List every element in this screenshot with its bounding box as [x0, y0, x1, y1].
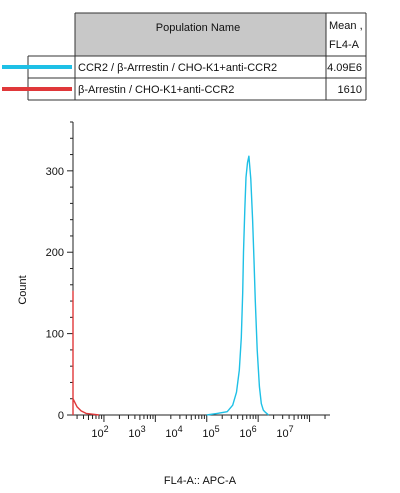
y-tick-label: 300 — [46, 166, 64, 178]
legend-row-1-name: CCR2 / β-Arrrestin / CHO-K1+anti-CCR2 — [78, 62, 277, 74]
y-axis-title: Count — [17, 275, 29, 304]
histogram-chart: 102 103 104 105 106 107 0 100 200 300 FL4-A:: AP… — [17, 121, 330, 487]
x-tick-label: 103 — [128, 424, 145, 440]
series-line-2 — [72, 290, 100, 416]
legend-row-2-value: 1610 — [338, 84, 362, 96]
x-tick-label: 106 — [239, 424, 256, 440]
legend-table: Population Name Mean , FL4-A CCR2 / β-Ar… — [2, 12, 367, 101]
series-group — [72, 155, 270, 416]
minor-ticks — [70, 121, 326, 422]
legend-header-value-line1: Mean , — [329, 20, 363, 32]
y-ticks: 0 100 200 300 — [46, 166, 73, 422]
legend-row-2-name: β-Arrestin / CHO-K1+anti-CCR2 — [78, 84, 234, 96]
legend-header-name: Population Name — [156, 22, 240, 34]
x-tick-label: 104 — [165, 424, 182, 440]
x-ticks: 102 103 104 105 106 107 — [91, 424, 293, 440]
plot-frame — [72, 122, 330, 416]
legend-row-1-value: 4.09E6 — [327, 62, 362, 74]
series-line-1 — [206, 155, 270, 416]
x-tick-label: 107 — [276, 424, 293, 440]
y-tick-label: 200 — [46, 247, 64, 259]
x-tick-label: 102 — [91, 424, 108, 440]
legend-header-fill — [75, 13, 326, 56]
x-tick-label: 105 — [202, 424, 219, 440]
legend-grid — [27, 12, 367, 101]
legend-header-value-line2: FL4-A — [329, 39, 360, 51]
x-axis-title: FL4-A:: APC-A — [164, 475, 237, 487]
y-tick-label: 100 — [46, 329, 64, 341]
y-tick-label: 0 — [58, 410, 64, 422]
